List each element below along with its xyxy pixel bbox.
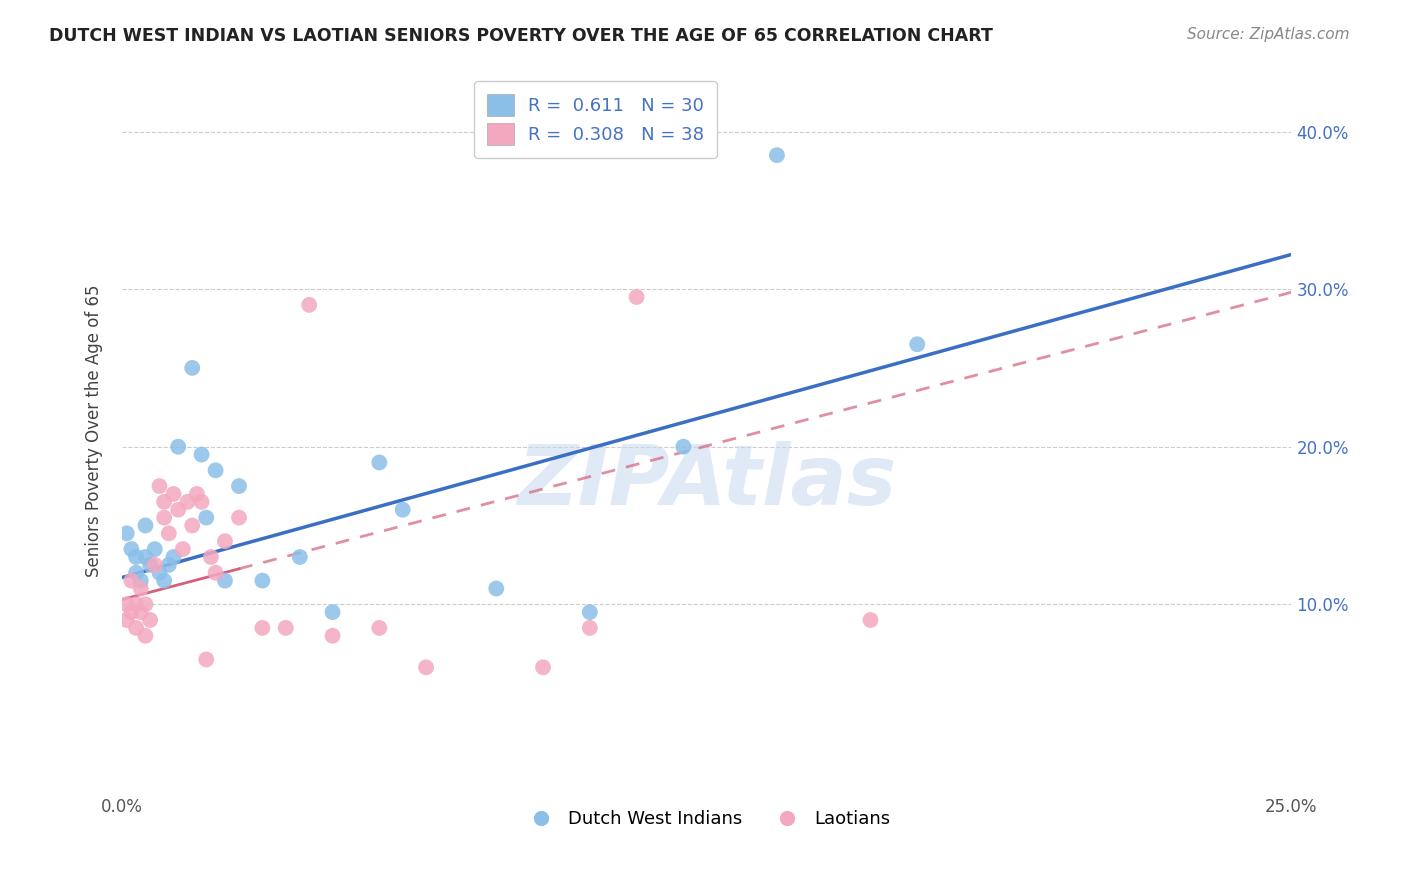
Point	[195, 510, 218, 524]
Point	[139, 558, 162, 572]
Point	[190, 448, 212, 462]
Point	[162, 487, 184, 501]
Point	[125, 597, 148, 611]
Text: Source: ZipAtlas.com: Source: ZipAtlas.com	[1187, 27, 1350, 42]
Point	[531, 660, 554, 674]
Point	[288, 549, 311, 564]
Point	[578, 605, 600, 619]
Point	[125, 566, 148, 580]
Point	[143, 558, 166, 572]
Point	[228, 510, 250, 524]
Point	[766, 148, 789, 162]
Point	[129, 605, 152, 619]
Point	[129, 574, 152, 588]
Point	[626, 290, 648, 304]
Point	[391, 502, 413, 516]
Point	[176, 495, 198, 509]
Point	[153, 574, 176, 588]
Text: ZIPAtlas: ZIPAtlas	[517, 442, 897, 522]
Point	[120, 574, 142, 588]
Point	[153, 510, 176, 524]
Point	[672, 440, 695, 454]
Point	[148, 479, 170, 493]
Point	[214, 574, 236, 588]
Point	[148, 566, 170, 580]
Point	[214, 534, 236, 549]
Point	[186, 487, 208, 501]
Point	[200, 549, 222, 564]
Point	[129, 582, 152, 596]
Point	[252, 574, 274, 588]
Point	[190, 495, 212, 509]
Point	[181, 518, 204, 533]
Point	[139, 613, 162, 627]
Point	[134, 518, 156, 533]
Point	[167, 440, 190, 454]
Point	[143, 542, 166, 557]
Point	[322, 629, 344, 643]
Point	[228, 479, 250, 493]
Point	[181, 360, 204, 375]
Point	[252, 621, 274, 635]
Point	[162, 549, 184, 564]
Point	[115, 526, 138, 541]
Point	[120, 605, 142, 619]
Legend: Dutch West Indians, Laotians: Dutch West Indians, Laotians	[516, 803, 898, 835]
Y-axis label: Seniors Poverty Over the Age of 65: Seniors Poverty Over the Age of 65	[86, 285, 103, 577]
Point	[167, 502, 190, 516]
Point	[120, 542, 142, 557]
Point	[153, 495, 176, 509]
Text: DUTCH WEST INDIAN VS LAOTIAN SENIORS POVERTY OVER THE AGE OF 65 CORRELATION CHAR: DUTCH WEST INDIAN VS LAOTIAN SENIORS POV…	[49, 27, 993, 45]
Point	[415, 660, 437, 674]
Point	[134, 597, 156, 611]
Point	[322, 605, 344, 619]
Point	[115, 597, 138, 611]
Point	[172, 542, 194, 557]
Point	[195, 652, 218, 666]
Point	[125, 549, 148, 564]
Point	[125, 621, 148, 635]
Point	[134, 549, 156, 564]
Point	[578, 621, 600, 635]
Point	[134, 629, 156, 643]
Point	[368, 621, 391, 635]
Point	[905, 337, 928, 351]
Point	[274, 621, 297, 635]
Point	[298, 298, 321, 312]
Point	[115, 613, 138, 627]
Point	[157, 526, 180, 541]
Point	[368, 455, 391, 469]
Point	[157, 558, 180, 572]
Point	[485, 582, 508, 596]
Point	[204, 463, 226, 477]
Point	[859, 613, 882, 627]
Point	[204, 566, 226, 580]
